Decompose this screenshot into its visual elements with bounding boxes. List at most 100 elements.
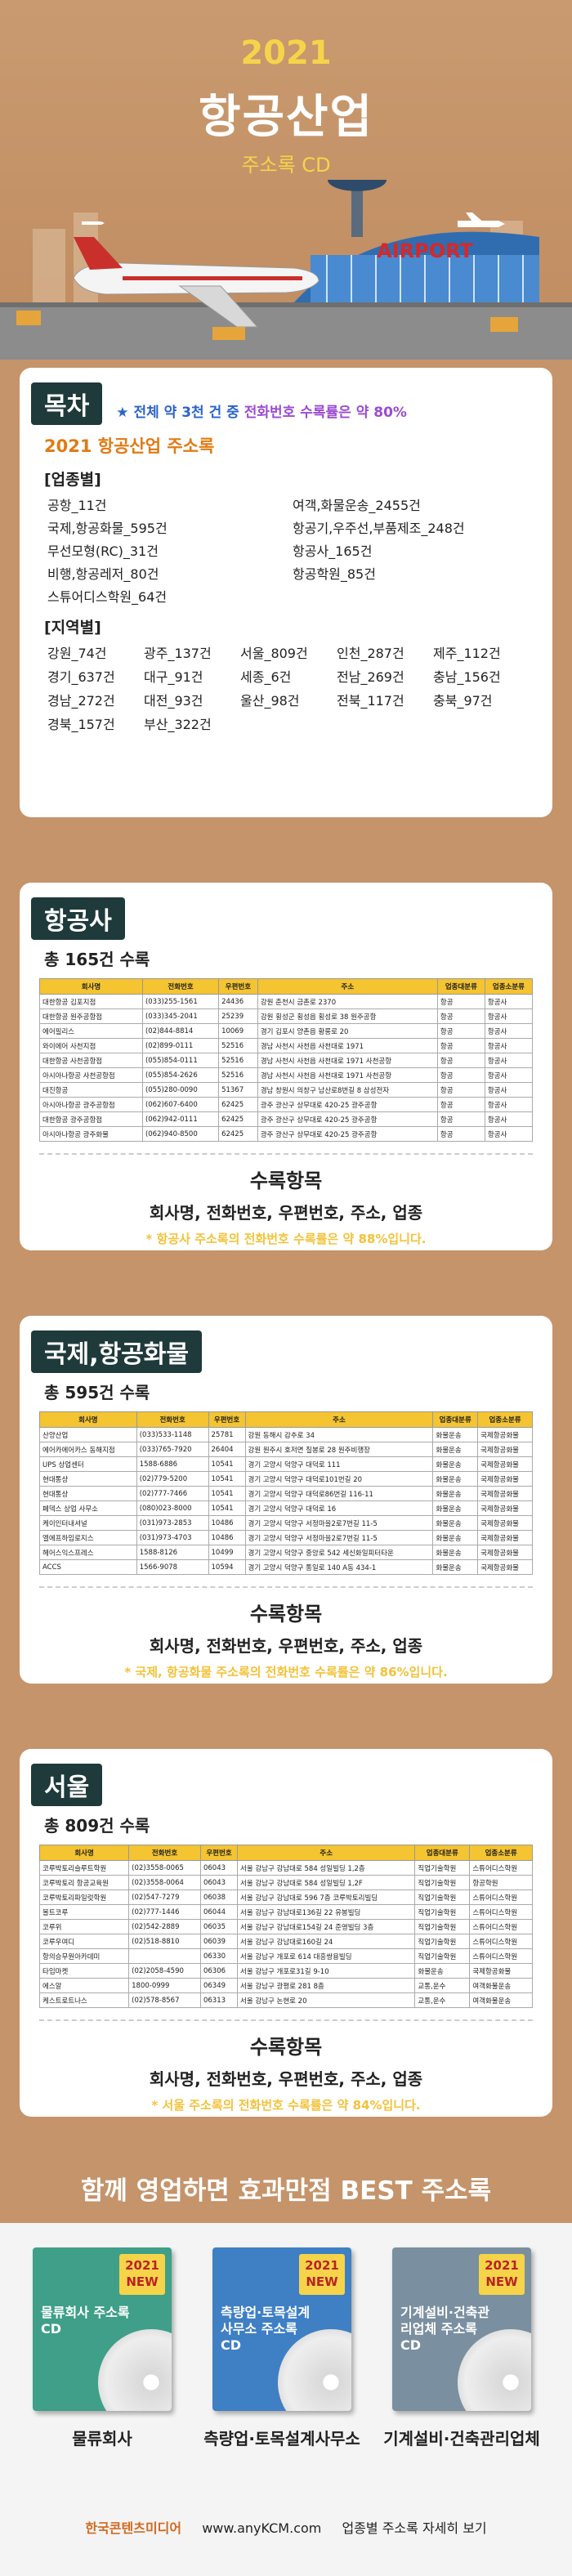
column-header: 우편번호: [208, 1411, 246, 1428]
table-cell: (062)940-8500: [141, 1126, 220, 1142]
url[interactable]: www.anyKCM.com: [202, 2520, 322, 2536]
header-year: 2021: [240, 34, 332, 72]
table-cell: 코루박토리파일럿학원: [38, 1890, 130, 1905]
fields-title: 수록항목: [249, 1169, 323, 1192]
product-caption: 측량업·토목설계사무소: [203, 2429, 360, 2449]
table-cell: 직업기술학원: [414, 1948, 471, 1964]
region-item: 충남_156건: [433, 669, 501, 685]
industry-item: 비행,항공레저_80건: [47, 566, 159, 582]
table-row: 코루위 (02)542-2889 06035 서울 강남구 강남대로154길 24 준…: [38, 1919, 533, 1934]
table-cell: 여객화물운송: [469, 1978, 533, 1993]
table-cell: 06038: [199, 1890, 239, 1905]
industry-item: 여객,화물운송_2455건: [293, 498, 421, 513]
table-cell: (033)765-7920: [136, 1442, 209, 1457]
note-prefix: ★ 전체 약 3천 건 중: [116, 405, 239, 421]
detail-link[interactable]: 업종별 주소록 자세히 보기: [342, 2520, 487, 2536]
region-item: 강원_74건: [47, 646, 107, 661]
fields-title: 수록항목: [249, 2036, 323, 2059]
table-cell: 경기 고양시 덕양구 서정마을2로7번길 11-5: [244, 1515, 434, 1531]
table-row: 대한항공 광주공항점 (062)942-0111 62425 광주 광산구 상무대로 …: [39, 1111, 534, 1127]
table-cell: (033)533-1148: [136, 1427, 209, 1442]
column-header: 업종대분류: [414, 1845, 471, 1861]
table-cell: 교통,운수: [414, 1992, 471, 2008]
table-cell: 서울 강남구 광평로 281 8층: [237, 1978, 416, 1993]
table-cell: 코루우여디: [38, 1934, 130, 1949]
table-cell: 케이인터내셔널: [39, 1515, 137, 1531]
badge: 2021 NEW: [119, 2254, 165, 2295]
header-title: 항공산업: [198, 91, 374, 144]
column-header: 전화번호: [141, 978, 220, 995]
badge: 2021 NEW: [479, 2254, 525, 2295]
table-cell: 10541: [208, 1471, 246, 1487]
product-caption: 기계설비·건축관리업체: [383, 2429, 540, 2449]
table-cell: (080)023-8000: [136, 1500, 209, 1516]
table-cell: ACCS: [39, 1559, 137, 1575]
table-cell: 항공: [436, 1126, 485, 1142]
product[interactable]: 2021 NEW 물류회사 주소록 CD 물류회사: [20, 2247, 184, 2449]
region-list: 강원_74건 광주_137건 서울_809건 인천_287건 제주_112건 경기_637…: [47, 642, 533, 733]
data-table: 회사명 전화번호 우편번호 주소 업종대분류 업종소분류 대한항공 김포지점 (033)255…: [39, 978, 534, 1142]
product[interactable]: 2021 NEW 측량업·토목설계사무소 주소록 CD 측량업·토목설계사무소: [200, 2247, 364, 2449]
table-cell: 엘에프하임로지스: [39, 1530, 137, 1545]
fields-note: * 국제, 항공화물 주소록의 전화번호 수록률은 약 86%입니다.: [124, 1665, 448, 1679]
table-cell: (02)3558-0065: [128, 1860, 201, 1876]
table-row: 볼트코루 (02)777-1446 06044 서울 강남구 강남대로136길 22 …: [38, 1904, 533, 1920]
badge-new: NEW: [306, 2274, 338, 2289]
table-cell: 서울 강남구 강남대로136길 22 유봉빌딩: [237, 1904, 416, 1920]
table-cell: 24436: [218, 994, 258, 1009]
industry-item: 항공학원_85건: [293, 566, 376, 582]
table-cell: 국제항공화물: [469, 1963, 533, 1979]
industry-item: 공항_11건: [47, 498, 107, 513]
table-cell: 서울 강남구 강남대로 596 7층 코루박토리빌딩: [237, 1890, 416, 1905]
table-cell: 아시아나항공 광주공항점: [39, 1097, 143, 1112]
airport-illustration: AIRPORT: [0, 180, 572, 360]
header: 2021 항공산업 주소록 CD AIRPORT: [0, 0, 572, 360]
table-row: 와이에어 사천지점 (02)899-0111 52516 경남 사천시 사천읍 사천대…: [39, 1038, 534, 1053]
table-cell: 헤어스익스프레스: [39, 1545, 137, 1560]
group-label: [지역별]: [44, 619, 101, 637]
data-table: 회사명 전화번호 우편번호 주소 업종대분류 업종소분류 코루박토리슬루트학원 (02)355…: [38, 1845, 533, 2008]
table-cell: 항공사: [484, 1097, 534, 1112]
table-cell: 항공사: [484, 1038, 534, 1053]
table-cell: 강원 원주시 호저면 칠봉로 28 원주비행장: [244, 1442, 434, 1457]
table-cell: 항공: [436, 1111, 485, 1127]
table-cell: 06330: [199, 1948, 239, 1964]
table-cell: 서울 강남구 강남대로160길 24: [237, 1934, 416, 1949]
table-cell: 경기 고양시 덕양구 중앙로 542 세신화일피터타운: [244, 1545, 434, 1560]
table-cell: 06039: [199, 1934, 239, 1949]
table-cell: 10486: [208, 1515, 246, 1531]
table-cell: 51367: [218, 1082, 258, 1098]
table-cell: 산양산업: [39, 1427, 137, 1442]
table-cell: 타임마켓: [38, 1963, 130, 1979]
table-cell: 스튜어디스학원: [469, 1860, 533, 1876]
table-cell: 화물운송: [432, 1486, 479, 1501]
table-cell: 국제항공화물: [477, 1500, 533, 1516]
table-row: 케스트로트나스 (02)578-8567 06313 서울 강남구 논현로 20 교통,…: [38, 1992, 533, 2008]
table-cell: 06043: [199, 1875, 239, 1890]
table-cell: 국제항공화물: [477, 1442, 533, 1457]
table-cell: 강원 횡성군 횡성읍 횡성로 38 원주공항: [257, 1008, 438, 1024]
table-cell: 항공: [436, 1053, 485, 1068]
table-row: 코루우여디 (02)518-8810 06039 서울 강남구 강남대로160길 24…: [38, 1934, 533, 1949]
table-cell: 62425: [218, 1097, 258, 1112]
table-cell: 교통,운수: [414, 1978, 471, 1993]
badge-year: 2021: [485, 2258, 519, 2273]
data-table: 회사명 전화번호 우편번호 주소 업종대분류 업종소분류 산양산업 (033)533-1148…: [39, 1411, 533, 1575]
table-cell: (02)899-0111: [141, 1038, 220, 1053]
table-cell: 경남 사천시 사천읍 사천대로 1971 사천공항: [257, 1067, 438, 1083]
table-cell: 26404: [208, 1442, 246, 1457]
column-header: 전화번호: [128, 1845, 201, 1861]
table-cell: 경기 고양시 덕양구 대덕로101번길 20: [244, 1471, 434, 1487]
table-cell: 06044: [199, 1904, 239, 1920]
divider: [39, 2019, 533, 2021]
table-cell: 서울 강남구 개포로 614 대흥쌍용빌딩: [237, 1948, 416, 1964]
table-cell: 06306: [199, 1963, 239, 1979]
region-item: 세종_6건: [240, 669, 292, 685]
fields-note: * 서울 주소록의 전화번호 수록률은 약 84%입니다.: [151, 2098, 421, 2113]
industry-list: 공항_11건 여객,화물운송_2455건 국제,항공화물_595건 항공기,우주선,부…: [47, 494, 533, 606]
section-card: 항공사 총 165건 수록 회사명 전화번호 우편번호 주소 업종대분류 업종소분류 대한항공 …: [20, 883, 552, 1250]
product[interactable]: 2021 NEW 기계설비·건축관리업체 주소록 CD 기계설비·건축관리업체: [380, 2247, 543, 2449]
table-cell: 코루박토리슬루트학원: [38, 1860, 130, 1876]
best-products: 한국콘텐츠미디어 www.anyKCM.com 업종별 주소록 자세히 보기 2…: [0, 2223, 572, 2576]
table-row: 코루박토리파일럿학원 (02)547-7279 06038 서울 강남구 강남대로 5…: [38, 1890, 533, 1905]
